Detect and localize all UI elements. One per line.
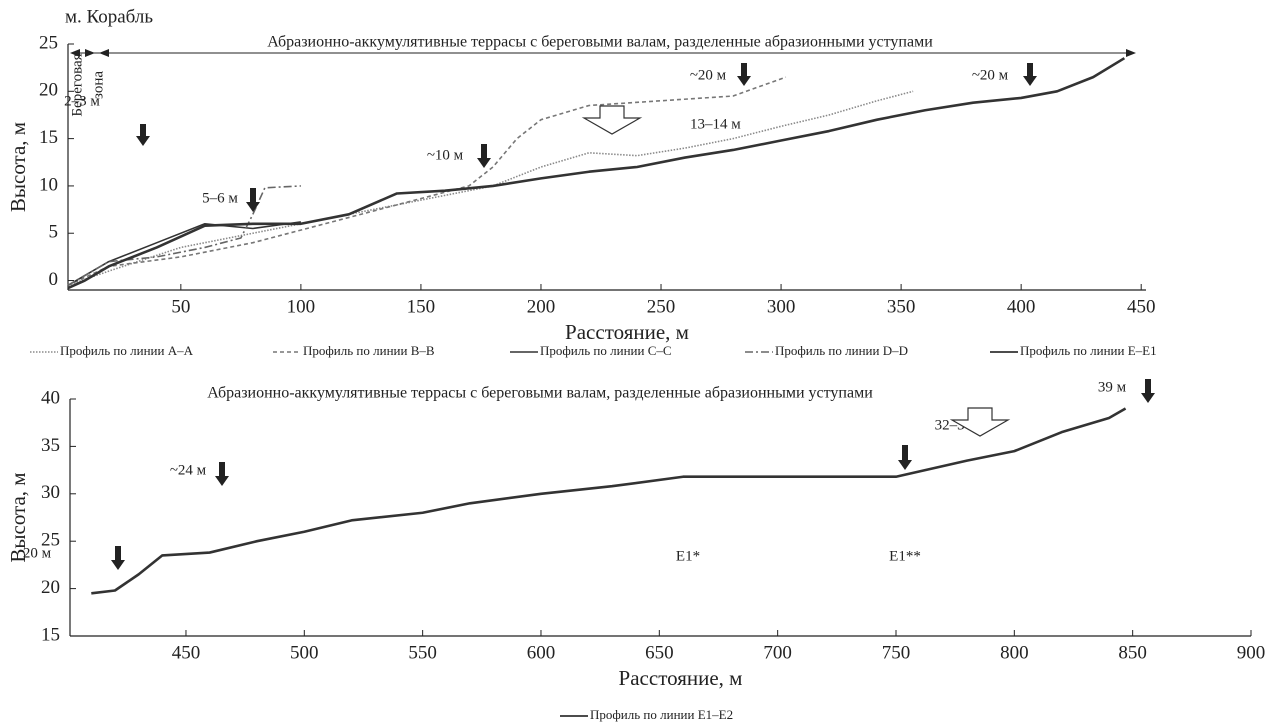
legend-label: Профиль по линии D–D bbox=[775, 343, 908, 358]
y-tick-label: 0 bbox=[49, 269, 59, 290]
y-tick-label: 30 bbox=[41, 482, 60, 503]
x-tick-label: 250 bbox=[647, 296, 676, 317]
legend-label: Профиль по линии E–E1 bbox=[1020, 343, 1157, 358]
arrow-shaft bbox=[1145, 379, 1151, 394]
annotation: 5–6 м bbox=[202, 190, 238, 206]
x-tick-label: 800 bbox=[1000, 642, 1029, 663]
annotation: ~10 м bbox=[427, 147, 464, 163]
hollow-arrow bbox=[949, 407, 1011, 437]
arrow-head bbox=[246, 202, 260, 212]
x-tick-label: 700 bbox=[763, 642, 792, 663]
annotation: 2–3 м bbox=[64, 93, 100, 109]
profile-line bbox=[67, 90, 914, 287]
profile-line bbox=[67, 57, 1126, 290]
x-tick-label: 650 bbox=[645, 642, 674, 663]
y-tick-label: 35 bbox=[41, 435, 60, 456]
y-tick-label: 25 bbox=[39, 32, 58, 53]
arrow-head bbox=[737, 76, 751, 86]
arrow-head bbox=[898, 460, 912, 470]
x-tick-label: 300 bbox=[767, 296, 796, 317]
legend-label: Профиль по линии A–A bbox=[60, 343, 194, 358]
y-tick-label: 15 bbox=[39, 127, 58, 148]
annotation: 20 м bbox=[23, 545, 52, 561]
arrow-shaft bbox=[115, 546, 121, 561]
hollow-arrow bbox=[581, 105, 643, 135]
profile-line bbox=[67, 185, 301, 286]
annotation: Абразионно-аккумулятивные террасы с бере… bbox=[207, 385, 873, 402]
annotation: ~20 м bbox=[690, 67, 727, 83]
x-axis-title: Расстояние, м bbox=[565, 320, 689, 344]
annotation: ~24 м bbox=[170, 462, 207, 478]
annotation: E1** bbox=[889, 548, 921, 564]
x-tick-label: 200 bbox=[527, 296, 556, 317]
profile-line bbox=[67, 221, 301, 286]
y-axis-title: Высота, м bbox=[6, 122, 30, 212]
annotation: зона bbox=[90, 71, 106, 99]
y-tick-label: 20 bbox=[41, 577, 60, 598]
y-tick-label: 40 bbox=[41, 387, 60, 408]
arrow-head bbox=[136, 136, 150, 146]
arrow-head bbox=[111, 560, 125, 570]
arrow-head bbox=[1126, 49, 1136, 57]
y-tick-label: 25 bbox=[41, 530, 60, 551]
arrow-head bbox=[70, 49, 80, 57]
x-tick-label: 600 bbox=[527, 642, 556, 663]
arrow-head bbox=[1023, 76, 1037, 86]
y-tick-label: 5 bbox=[49, 222, 59, 243]
annotation: 39 м bbox=[1098, 379, 1127, 395]
annotation: Береговая bbox=[69, 53, 85, 116]
arrow-head bbox=[477, 158, 491, 168]
annotation: м. Корабль bbox=[65, 6, 153, 27]
arrow-shaft bbox=[250, 188, 256, 203]
annotation: E1* bbox=[676, 548, 700, 564]
arrow-shaft bbox=[481, 144, 487, 159]
annotation: ~20 м bbox=[972, 67, 1009, 83]
x-tick-label: 400 bbox=[1007, 296, 1036, 317]
x-tick-label: 150 bbox=[407, 296, 436, 317]
x-tick-label: 100 bbox=[287, 296, 316, 317]
profile-line bbox=[67, 76, 787, 286]
arrow-shaft bbox=[219, 462, 225, 477]
x-tick-label: 350 bbox=[887, 296, 916, 317]
profile-line bbox=[91, 407, 1127, 595]
x-tick-label: 550 bbox=[408, 642, 437, 663]
y-tick-label: 15 bbox=[41, 624, 60, 645]
arrow-shaft bbox=[902, 445, 908, 461]
y-tick-label: 10 bbox=[39, 174, 58, 195]
arrow-shaft bbox=[1027, 63, 1033, 77]
legend-label: Профиль по линии B–B bbox=[303, 343, 435, 358]
x-tick-label: 450 bbox=[1127, 296, 1156, 317]
x-tick-label: 450 bbox=[172, 642, 201, 663]
legend-label: Профиль по линии E1–E2 bbox=[590, 707, 733, 722]
x-tick-label: 850 bbox=[1118, 642, 1147, 663]
arrow-head bbox=[215, 476, 229, 486]
y-tick-label: 20 bbox=[39, 80, 58, 101]
arrow-head bbox=[85, 49, 95, 57]
arrow-shaft bbox=[140, 124, 146, 137]
arrow-head bbox=[99, 49, 109, 57]
x-tick-label: 900 bbox=[1237, 642, 1266, 663]
annotation: 13–14 м bbox=[690, 116, 741, 132]
x-axis-title: Расстояние, м bbox=[619, 666, 743, 690]
arrow-shaft bbox=[741, 63, 747, 77]
arrow-head bbox=[1141, 393, 1155, 403]
x-tick-label: 750 bbox=[882, 642, 911, 663]
annotation: Абразионно-аккумулятивные террасы с бере… bbox=[267, 34, 933, 51]
legend-label: Профиль по линии C–C bbox=[540, 343, 672, 358]
x-tick-label: 50 bbox=[171, 296, 190, 317]
x-tick-label: 500 bbox=[290, 642, 319, 663]
y-axis-title: Высота, м bbox=[6, 472, 30, 562]
